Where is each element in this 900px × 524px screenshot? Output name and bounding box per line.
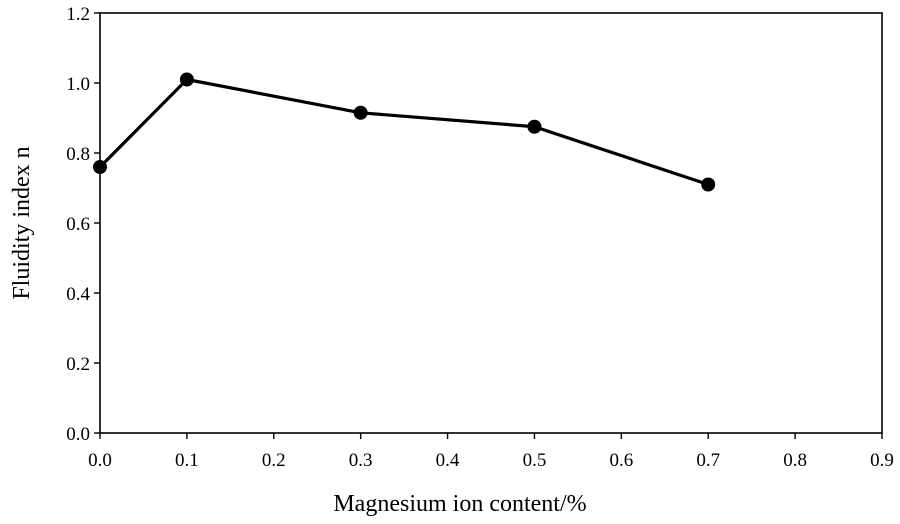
y-axis-title: Fluidity index n [9,146,35,299]
x-tick-label: 0.0 [88,450,112,471]
x-tick-label: 0.6 [609,450,633,471]
x-tick-label: 0.4 [436,450,460,471]
x-axis: 0.0 0.1 0.2 0.3 0.4 0.5 0.6 0.7 0.8 0.9 [88,433,894,471]
x-tick-label: 0.2 [262,450,286,471]
y-tick-label: 0.2 [66,354,90,375]
x-axis-title: Magnesium ion content/% [333,491,586,517]
y-tick-label: 1.2 [66,4,90,25]
x-tick-label: 0.5 [523,450,547,471]
data-point [179,72,194,87]
data-point [93,160,107,174]
x-tick-label: 0.3 [349,450,373,471]
x-tick-label: 0.9 [870,450,894,471]
y-tick-label: 0.4 [66,284,90,305]
data-point [701,177,716,192]
series-line [98,77,710,187]
y-tick-label: 0.6 [66,214,90,235]
x-tick-label: 0.1 [175,450,199,471]
x-tick-label: 0.7 [696,450,720,471]
plot-area-frame [99,12,883,434]
data-point [527,119,542,134]
series-layer [93,72,716,192]
y-tick-label: 0.8 [66,144,90,165]
data-point [353,105,368,120]
x-tick-label: 0.8 [783,450,807,471]
y-tick-label: 1.0 [66,74,90,95]
y-tick-label: 0.0 [66,424,90,445]
y-axis: 0.0 0.2 0.4 0.6 0.8 1.0 1.2 [66,4,100,445]
